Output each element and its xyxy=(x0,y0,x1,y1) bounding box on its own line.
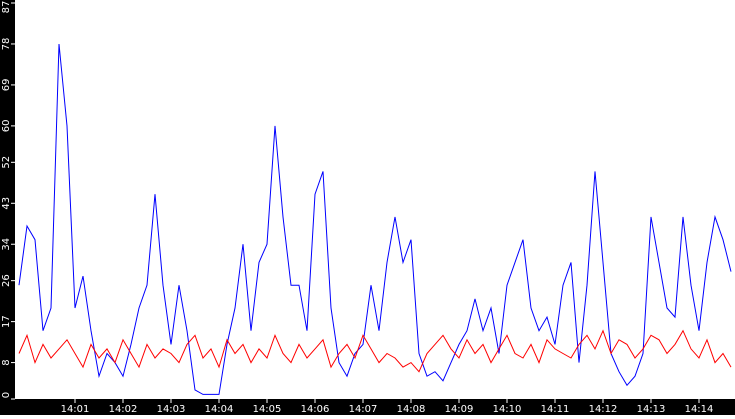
y-tick-label: 52 xyxy=(1,156,12,169)
y-tick-label: 78 xyxy=(1,38,12,51)
y-tick-label: 0 xyxy=(1,392,12,398)
x-tick-label: 14:08 xyxy=(397,404,426,415)
y-tick-label: 34 xyxy=(1,238,12,251)
y-tick-label: 87 xyxy=(1,1,12,14)
x-tick-label: 14:02 xyxy=(109,404,138,415)
y-tick-label: 60 xyxy=(1,120,12,133)
y-tick-label: 8 xyxy=(1,359,12,365)
series-line xyxy=(18,329,732,373)
x-tick-label: 14:11 xyxy=(541,404,570,415)
x-tick-label: 14:10 xyxy=(493,404,522,415)
y-tick-label: 26 xyxy=(1,274,12,287)
x-tick-label: 14:12 xyxy=(589,404,618,415)
series-line xyxy=(18,43,732,395)
y-tick-label: 69 xyxy=(1,79,12,92)
x-tick-label: 14:03 xyxy=(157,404,186,415)
x-tick-label: 14:14 xyxy=(685,404,714,415)
x-tick-label: 14:05 xyxy=(253,404,282,415)
y-tick-label: 17 xyxy=(1,315,12,328)
y-tick-label: 43 xyxy=(1,197,12,210)
x-tick-label: 14:04 xyxy=(205,404,234,415)
x-tick-label: 14:13 xyxy=(637,404,666,415)
x-tick-label: 14:01 xyxy=(61,404,90,415)
x-tick-label: 14:09 xyxy=(445,404,474,415)
x-tick-label: 14:07 xyxy=(349,404,378,415)
x-tick-label: 14:06 xyxy=(301,404,330,415)
plot-area xyxy=(15,0,735,399)
